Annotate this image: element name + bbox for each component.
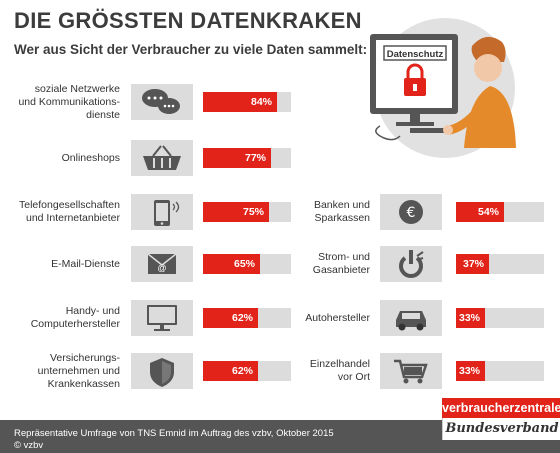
person-body [464,86,516,148]
screen-label: Datenschutz [387,49,444,60]
shopping-basket-icon-box [131,140,193,176]
bar [203,92,277,112]
page-title: DIE GRÖSSTEN DATENKRAKEN [14,8,362,33]
person-head [474,54,502,82]
brand-logo-top: verbraucherzentrale [442,398,560,418]
brand-logo-bottom: Bundesverband [442,418,560,440]
power-plug-icon-box [380,246,442,282]
chat-bubble-icon-box [131,84,193,120]
category-label: Einzelhandel vor Ort [309,358,370,383]
bar-value-label: 62% [231,365,253,377]
category-label: Autohersteller [305,311,370,324]
bar [203,254,260,274]
car-icon [396,311,426,331]
category-label: Telefongesellschaften und Internetanbiet… [19,199,120,224]
category-label: Onlineshops [61,151,120,164]
person-hair [471,36,506,62]
category-label: Banken und Sparkassen [313,199,370,224]
shopping-cart-icon-box [380,353,442,389]
bar-value-label: 84% [250,96,272,108]
category-label: E-Mail-Dienste [51,257,120,270]
category-label: Handy- und Computerhersteller [30,305,120,330]
lock-shackle [406,63,424,78]
category-label: Versicherungs- unternehmen und Krankenka… [37,351,120,390]
shopping-cart-icon [394,359,428,384]
category-label: Strom- und Gasanbieter [312,251,370,276]
bar [456,254,489,274]
person-hand [443,125,453,135]
monitor-icon [147,305,177,331]
bar [203,361,258,381]
footer-text: Repräsentative Umfrage von TNS Emnid im … [14,428,334,451]
power-plug-icon [399,250,424,278]
bar [203,308,258,328]
bar [203,202,269,222]
smartphone-icon-box [131,194,193,230]
page-subtitle: Wer aus Sicht der Verbraucher zu viele D… [14,42,368,57]
screen-label-box [383,45,447,61]
bar [456,202,504,222]
shield-icon [150,358,174,387]
shield-icon-box [131,353,193,389]
shopping-basket-icon [143,145,181,170]
bar-value-label: 62% [231,312,253,324]
euro-icon-box: € [380,194,442,230]
svg-text:@: @ [157,263,166,273]
svg-text:€: € [407,205,416,221]
monitor-foot [396,122,434,126]
chat-bubble-icon [142,89,180,114]
bar-value-label: 75% [242,206,264,218]
bar-value-label: 33% [458,365,480,377]
bar [203,148,271,168]
smartphone-icon [154,200,180,226]
bar-value-label: 54% [477,206,499,218]
car-icon-box [380,300,442,336]
mouse-cable [375,125,401,141]
bar [456,308,485,328]
lock-hole [413,84,417,91]
illustration: Datenschutz [370,18,516,158]
bar-value-label: 77% [244,152,266,164]
category-label: soziale Netzwerke und Kommunikations- di… [18,82,120,121]
bar [456,361,485,381]
monitor-stand [410,114,420,122]
envelope-icon-box: @ [131,246,193,282]
bar-value-label: 37% [462,258,484,270]
bar-value-label: 65% [233,258,255,270]
keyboard [410,128,450,133]
envelope-icon: @ [147,253,177,274]
euro-icon: € [399,200,423,224]
bar-value-label: 33% [458,312,480,324]
monitor-icon-box [131,300,193,336]
